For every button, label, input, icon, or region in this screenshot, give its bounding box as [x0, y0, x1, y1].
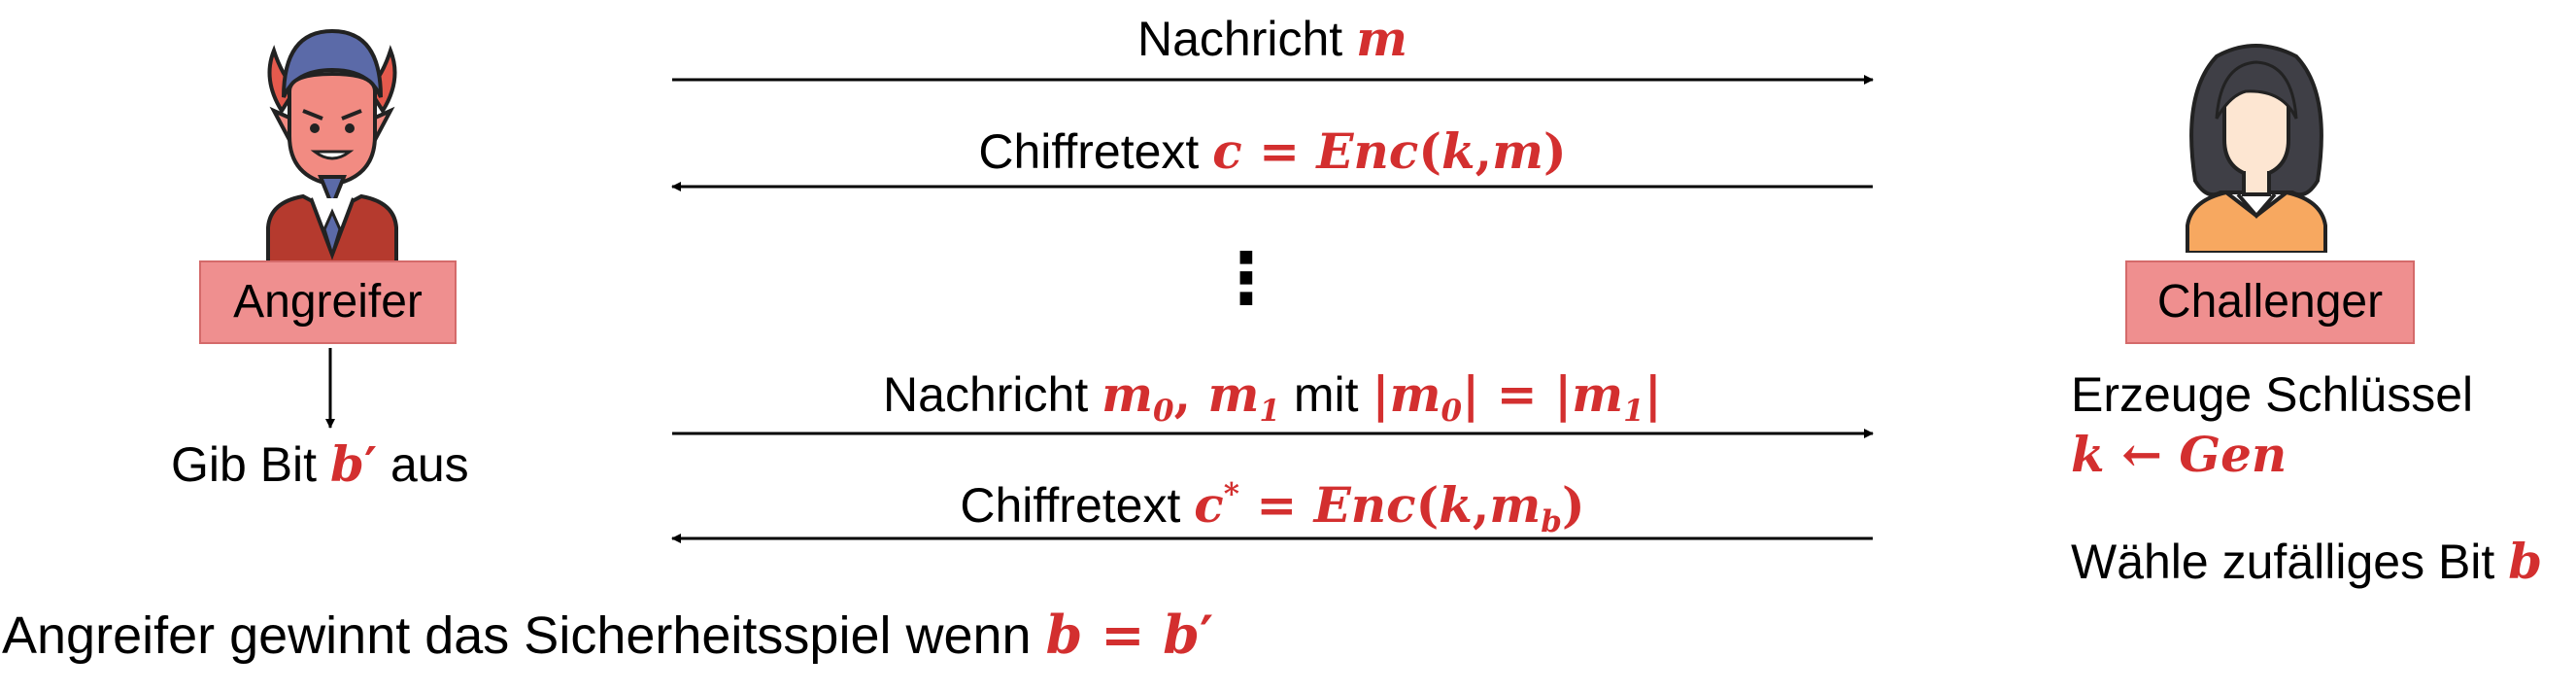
- message-m-label: Nachricht m: [1137, 10, 1407, 67]
- attacker-label-box: Angreifer: [199, 260, 457, 344]
- challenger-bit-choice: Wähle zufälliges Bit b: [2071, 533, 2543, 590]
- equal-length-condition: |m0| = |m1|: [1372, 365, 1662, 429]
- attacker-output: Gib Bit b′ aus: [171, 435, 469, 493]
- challenger-keygen-text: Erzeuge Schlüssel: [2071, 367, 2474, 422]
- continuation-dots: ⋮: [1211, 237, 1281, 319]
- devil-icon: [266, 28, 398, 262]
- challenger-label: Challenger: [2156, 276, 2384, 328]
- ciphertext-c-label: Chiffretext c = Enc(k,m): [978, 122, 1567, 180]
- win-formula: b = b′: [1045, 604, 1214, 666]
- challenge-ciphertext-formula: c* = Enc(k,mb): [1194, 476, 1585, 539]
- challenge-messages: m0, m1: [1102, 365, 1280, 429]
- ciphertext-cstar-label: Chiffretext c* = Enc(k,mb): [960, 476, 1585, 539]
- challenger-label-box: Challenger: [2125, 260, 2415, 344]
- win-condition: Angreifer gewinnt das Sicherheitsspiel w…: [2, 604, 1214, 666]
- woman-icon: [2186, 44, 2327, 253]
- challenger-keygen-formula: k ← Gen: [2071, 426, 2288, 483]
- ciphertext-formula: c = Enc(k,m): [1212, 122, 1567, 180]
- message-m0-m1-label: Nachricht m0, m1 mit |m0| = |m1|: [883, 365, 1662, 429]
- attacker-label: Angreifer: [233, 276, 423, 328]
